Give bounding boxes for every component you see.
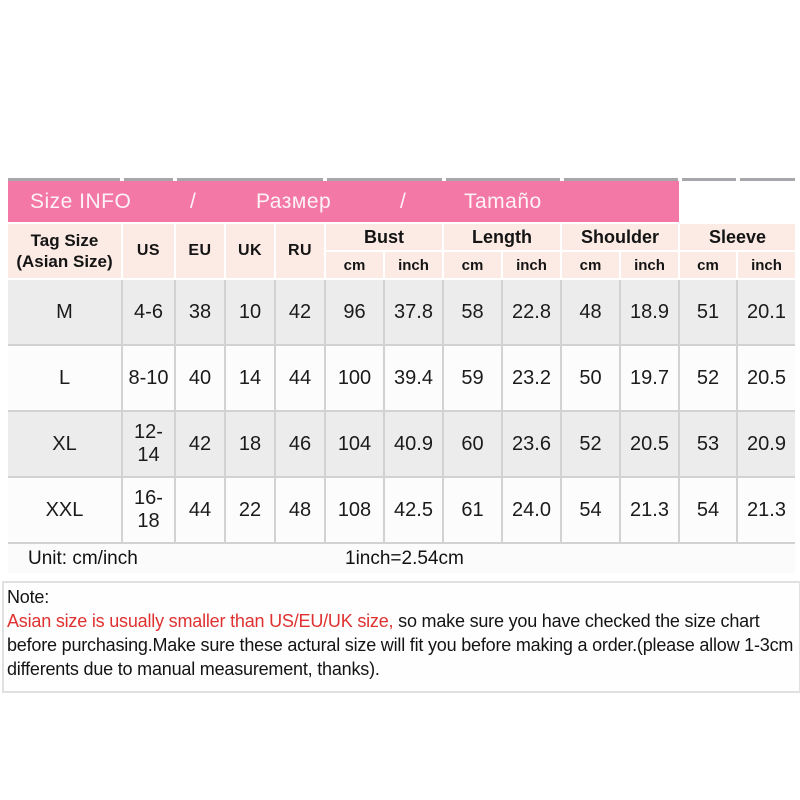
size-cell: 21.3 [619,476,680,544]
size-cell: 40 [174,344,226,412]
size-cell: 53 [678,410,738,478]
subheader-shoulder-cm: cm [560,250,621,280]
size-cell: 10 [224,278,276,346]
title-blank-area [679,181,795,223]
header-row-groups: Tag Size (Asian Size) US EU UK RU Bust L… [7,222,796,280]
size-cell: 20.5 [736,344,796,412]
size-cell: 20.1 [736,278,796,346]
size-cell: 22 [224,476,276,544]
subheader-sleeve-cm: cm [678,250,738,280]
title-razmer: Размер [256,189,332,213]
size-cell: 12-14 [121,410,176,478]
tag-size-line2: (Asian Size) [16,252,113,271]
col-header-ru: RU [274,222,326,280]
size-cell: 58 [442,278,503,346]
size-cell: 14 [224,344,276,412]
size-cell: 18.9 [619,278,680,346]
note-box: Note: Asian size is usually smaller than… [2,581,800,693]
table-top-rule [8,178,795,181]
subheader-shoulder-inch: inch [619,250,680,280]
size-cell: 61 [442,476,503,544]
size-cell: 22.8 [501,278,562,346]
size-cell: 104 [324,410,385,478]
size-cell: 60 [442,410,503,478]
col-header-eu: EU [174,222,226,280]
size-cell: 42 [274,278,326,346]
size-cell: 44 [274,344,326,412]
col-header-uk: UK [224,222,276,280]
size-cell: 20.9 [736,410,796,478]
size-cell: 39.4 [383,344,444,412]
table-row-xl: XL 12-14 42 18 46 104 40.9 60 23.6 52 20… [7,410,796,478]
size-cell: 38 [174,278,226,346]
col-header-tag-size: Tag Size (Asian Size) [7,222,123,280]
size-cell: XL [7,410,123,478]
size-cell: 48 [560,278,621,346]
subheader-bust-inch: inch [383,250,444,280]
size-cell: 52 [560,410,621,478]
size-cell: 42 [174,410,226,478]
size-cell: 21.3 [736,476,796,544]
col-header-sleeve: Sleeve [678,222,796,252]
col-header-length: Length [442,222,562,252]
size-cell: 96 [324,278,385,346]
size-cell: 20.5 [619,410,680,478]
size-cell: XXL [7,476,123,544]
size-cell: 8-10 [121,344,176,412]
size-cell: 100 [324,344,385,412]
conversion-label: 1inch=2.54cm [345,547,464,569]
size-cell: 4-6 [121,278,176,346]
unit-cell: Unit: cm/inch 1inch=2.54cm [7,542,796,574]
tag-size-line1: Tag Size [30,231,99,250]
title-row: Size INFO / Размер / Tamaño [8,181,795,223]
title-slash: / [190,189,197,213]
subheader-length-inch: inch [501,250,562,280]
size-cell: 18 [224,410,276,478]
title-band: Size INFO / Размер / Tamaño [8,181,679,223]
size-cell: 19.7 [619,344,680,412]
note-rest: so make sure you have checked the size c… [7,611,794,679]
size-cell: 16-18 [121,476,176,544]
size-cell: 46 [274,410,326,478]
size-cell: 48 [274,476,326,544]
size-cell: 23.6 [501,410,562,478]
title-size-info: Size INFO [30,189,132,213]
note-label: Note: [7,587,50,607]
size-cell: L [7,344,123,412]
size-cell: 40.9 [383,410,444,478]
header-row-units: cm inch cm inch cm inch cm inch [8,250,796,280]
size-cell: 52 [678,344,738,412]
subheader-sleeve-inch: inch [736,250,796,280]
size-cell: 23.2 [501,344,562,412]
note-highlight: Asian size is usually smaller than US/EU… [7,611,394,631]
col-header-bust: Bust [324,222,444,252]
size-cell: 37.8 [383,278,444,346]
unit-row: Unit: cm/inch 1inch=2.54cm [7,542,796,574]
table-row-l: L 8-10 40 14 44 100 39.4 59 23.2 50 19.7… [7,344,796,412]
size-cell: 42.5 [383,476,444,544]
note-text: Asian size is usually smaller than US/EU… [7,609,796,681]
title-tamano: Tamaño [464,189,542,213]
table-row-xxl: XXL 16-18 44 22 48 108 42.5 61 24.0 54 2… [7,476,796,544]
size-cell: 54 [560,476,621,544]
size-cell: 50 [560,344,621,412]
table-row-m: M 4-6 38 10 42 96 37.8 58 22.8 48 18.9 5… [7,278,796,346]
size-cell: 51 [678,278,738,346]
size-cell: 59 [442,344,503,412]
size-cell: 44 [174,476,226,544]
size-table: Size INFO / Размер / Tamaño Tag Size (As… [7,181,796,574]
col-header-shoulder: Shoulder [560,222,680,252]
title-slash-2: / [400,189,407,213]
size-cell: 24.0 [501,476,562,544]
size-cell: 108 [324,476,385,544]
size-cell: 54 [678,476,738,544]
col-header-us: US [121,222,176,280]
subheader-bust-cm: cm [324,250,385,280]
unit-label: Unit: cm/inch [28,547,138,569]
subheader-length-cm: cm [442,250,503,280]
size-cell: M [7,278,123,346]
